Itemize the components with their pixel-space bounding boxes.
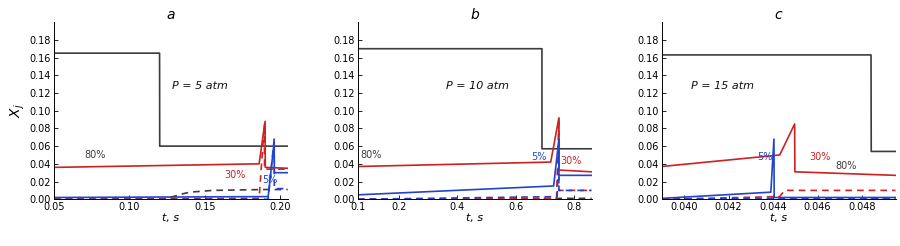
Text: 5%: 5% xyxy=(758,152,773,162)
Title: b: b xyxy=(471,8,479,22)
Text: 30%: 30% xyxy=(224,170,246,180)
Text: P = 5 atm: P = 5 atm xyxy=(172,80,228,91)
Y-axis label: $X_j$: $X_j$ xyxy=(9,103,27,118)
X-axis label: t, s: t, s xyxy=(162,214,179,223)
Text: 80%: 80% xyxy=(84,150,105,160)
Text: 80%: 80% xyxy=(360,150,382,160)
Text: P = 15 atm: P = 15 atm xyxy=(690,80,753,91)
Text: 30%: 30% xyxy=(561,156,582,166)
Text: P = 10 atm: P = 10 atm xyxy=(446,80,508,91)
X-axis label: t, s: t, s xyxy=(466,214,483,223)
Text: 5%: 5% xyxy=(531,152,546,162)
Title: c: c xyxy=(775,8,782,22)
Title: a: a xyxy=(166,8,176,22)
Text: 80%: 80% xyxy=(836,161,857,171)
X-axis label: t, s: t, s xyxy=(770,214,788,223)
Text: 30%: 30% xyxy=(809,152,831,162)
Text: 5%: 5% xyxy=(262,175,277,185)
